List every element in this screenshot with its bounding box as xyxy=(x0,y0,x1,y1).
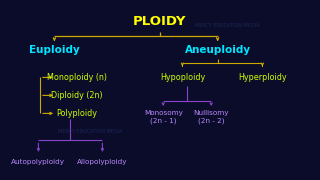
Text: Allopolyploidy: Allopolyploidy xyxy=(77,159,128,165)
Text: Hypoploidy: Hypoploidy xyxy=(160,73,205,82)
Text: Polyploidy: Polyploidy xyxy=(56,109,97,118)
Text: MERCY EDUCATION MEDIA: MERCY EDUCATION MEDIA xyxy=(195,23,260,28)
Text: Diploidy (2n): Diploidy (2n) xyxy=(51,91,103,100)
Text: PLOIDY: PLOIDY xyxy=(133,15,187,28)
Text: Autopolyploidy: Autopolyploidy xyxy=(12,159,65,165)
Text: Monoploidy (n): Monoploidy (n) xyxy=(47,73,107,82)
Text: Nullisomy
(2n - 2): Nullisomy (2n - 2) xyxy=(194,110,229,124)
Text: Monosomy
(2n - 1): Monosomy (2n - 1) xyxy=(144,110,183,124)
Text: Euploidy: Euploidy xyxy=(29,45,80,55)
Text: MERCY EDUCATION MEDIA: MERCY EDUCATION MEDIA xyxy=(58,129,122,134)
Text: Hyperploidy: Hyperploidy xyxy=(238,73,287,82)
Text: Aneuploidy: Aneuploidy xyxy=(185,45,251,55)
